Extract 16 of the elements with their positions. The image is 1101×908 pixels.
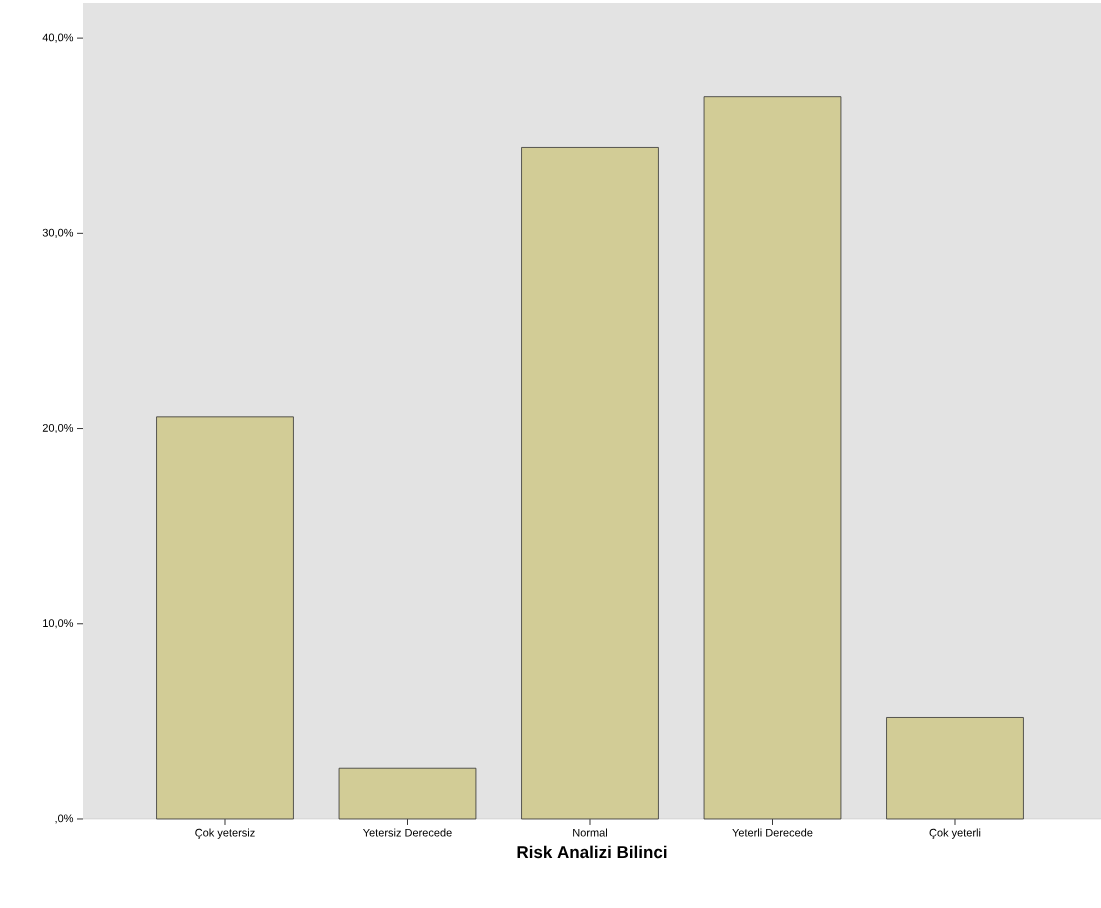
x-tick-label: Yeterli Derecede: [732, 828, 813, 837]
y-tick-label: ,0%: [55, 814, 74, 824]
bar: [886, 717, 1024, 820]
x-tick-label: Çok yetersiz: [195, 828, 255, 839]
x-tick-label: Yetersiz Derecede: [362, 828, 452, 837]
x-axis-title: Risk Analizi Bilinci: [517, 845, 667, 859]
bar: [156, 416, 294, 820]
bar: [338, 767, 477, 820]
y-tick-label: 40,0%: [42, 33, 74, 43]
y-tick-label: 20,0%: [42, 424, 74, 434]
bar: [703, 96, 842, 820]
y-tick-label: 30,0%: [42, 228, 74, 238]
x-tick-label: Çok yeterli: [929, 828, 981, 839]
bar: [521, 147, 659, 820]
y-tick-label: 10,0%: [43, 619, 74, 629]
x-tick-label: Normal: [573, 828, 607, 837]
